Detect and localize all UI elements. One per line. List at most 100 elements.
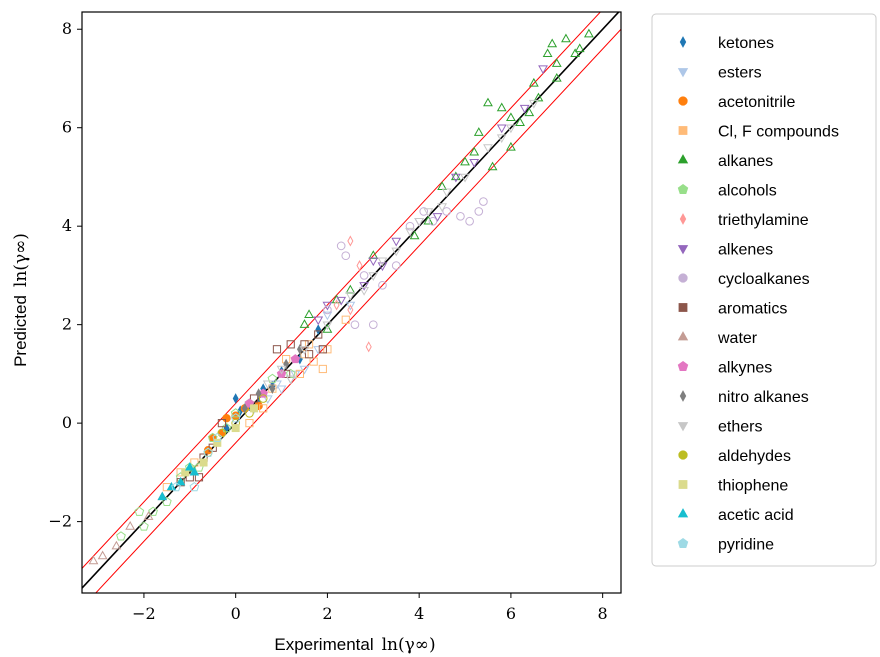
legend-marker: [677, 361, 689, 371]
legend-label: aromatics: [718, 301, 787, 318]
ethers-point: [441, 188, 452, 198]
alkanes-point: [506, 141, 516, 151]
alkanes-point: [528, 77, 539, 87]
alkanes-point: [515, 117, 525, 126]
legend-marker: [677, 245, 689, 255]
alkenes-point: [391, 237, 402, 247]
legend-label: water: [717, 330, 758, 347]
pyridine-point: [203, 447, 214, 457]
ethers-point: [322, 321, 333, 331]
legend-item: aromatics: [678, 301, 787, 318]
x-tick-label: 4: [414, 604, 424, 623]
water-point: [88, 555, 99, 565]
cycloalkanes-point: [368, 320, 378, 329]
legend-label: ketones: [718, 35, 774, 52]
triethylamine-point: [347, 235, 354, 247]
alkanes-point: [487, 161, 498, 171]
alkanes-point: [561, 33, 571, 43]
legend-item: alkanes: [677, 153, 773, 170]
legend-label: alkanes: [718, 153, 773, 170]
ethers-point: [460, 173, 470, 183]
esters-point: [313, 346, 324, 355]
legend-item: acetonitrile: [678, 94, 795, 111]
ethers-point: [368, 272, 379, 281]
acetic-acid-point: [175, 476, 186, 486]
ethers-point: [276, 365, 287, 375]
cl-f-compounds-point: [304, 340, 314, 349]
legend-item: ethers: [677, 419, 762, 436]
legend-item: cycloalkanes: [678, 271, 810, 288]
ethers-point: [359, 286, 370, 296]
plot-frame: [81, 11, 622, 594]
legend-marker: [677, 331, 689, 341]
cycloalkanes-point: [391, 261, 401, 270]
alkenes-point: [519, 104, 530, 114]
x-tick-label: −2: [132, 604, 156, 623]
thiophene-point: [181, 468, 190, 477]
triethylamine-point: [365, 341, 372, 353]
alkanes-point: [299, 319, 310, 328]
cycloalkanes-point: [350, 320, 360, 329]
cl-f-compounds-point: [300, 350, 309, 359]
alkanes-point: [469, 146, 480, 156]
cycloalkanes-point: [442, 207, 452, 216]
acetic-acid-point: [189, 467, 200, 476]
alcohols-point: [139, 521, 149, 531]
aromatics-point: [314, 330, 323, 339]
ketones-point: [232, 393, 239, 404]
legend-label: acetonitrile: [718, 94, 795, 111]
aromatics-point: [300, 340, 309, 349]
ethers-point: [405, 227, 415, 237]
alkenes-point: [359, 282, 370, 291]
y-axis: −2 0 2 4 6 8: [48, 19, 82, 531]
legend-item: alkynes: [677, 360, 772, 377]
alkanes-point: [583, 28, 594, 38]
ethers-point: [496, 134, 507, 144]
alkanes-point: [551, 58, 562, 67]
legend-marker: [679, 36, 687, 48]
legend-item: ketones: [679, 35, 774, 52]
alkanes-point: [423, 215, 434, 225]
legend-marker: [677, 184, 689, 194]
legend-item: alkenes: [677, 242, 773, 259]
alkenes-point: [368, 257, 379, 267]
alkanes-point: [304, 309, 314, 319]
alkanes-point: [409, 230, 420, 240]
thiophene-point: [231, 424, 240, 433]
legend-label: ethers: [718, 419, 762, 436]
alkenes-point: [432, 213, 443, 222]
alkanes-point: [524, 107, 535, 117]
legend-label: acetic acid: [718, 507, 794, 524]
legend-label: Cl, F compounds: [718, 124, 839, 141]
esters-point: [276, 385, 287, 395]
acetic-acid-point: [157, 491, 168, 501]
cycloalkanes-point: [465, 216, 474, 226]
alkanes-point: [570, 48, 581, 58]
cl-f-compounds-point: [309, 357, 318, 366]
x-axis: −2 0 2 4 6 8: [132, 593, 608, 623]
ethers-point: [414, 218, 425, 227]
alkanes-point: [450, 171, 461, 181]
legend-marker: [679, 213, 687, 225]
cycloalkanes-point: [323, 305, 332, 315]
cycloalkanes-point: [341, 251, 351, 261]
y-tick-label: 2: [62, 315, 72, 334]
cl-f-compounds-point: [323, 345, 332, 354]
legend-label: alcohols: [718, 183, 777, 200]
nitro-alkanes-point: [269, 383, 276, 394]
cl-f-compounds-point: [318, 364, 327, 374]
alkanes-point: [322, 324, 333, 333]
cycloalkanes-point: [336, 241, 346, 251]
ethers-point: [506, 124, 516, 134]
cycloalkanes-point: [359, 271, 369, 280]
ethers-point: [437, 203, 448, 213]
legend-label: pyridine: [718, 537, 774, 554]
alkanes-point: [551, 72, 562, 82]
alcohols-point: [285, 368, 296, 379]
x-tick-label: 0: [231, 604, 241, 623]
thiophene-point: [213, 438, 222, 447]
aromatics-point: [194, 473, 204, 482]
legend-item: water: [677, 330, 758, 347]
pyridine-point: [189, 482, 200, 492]
